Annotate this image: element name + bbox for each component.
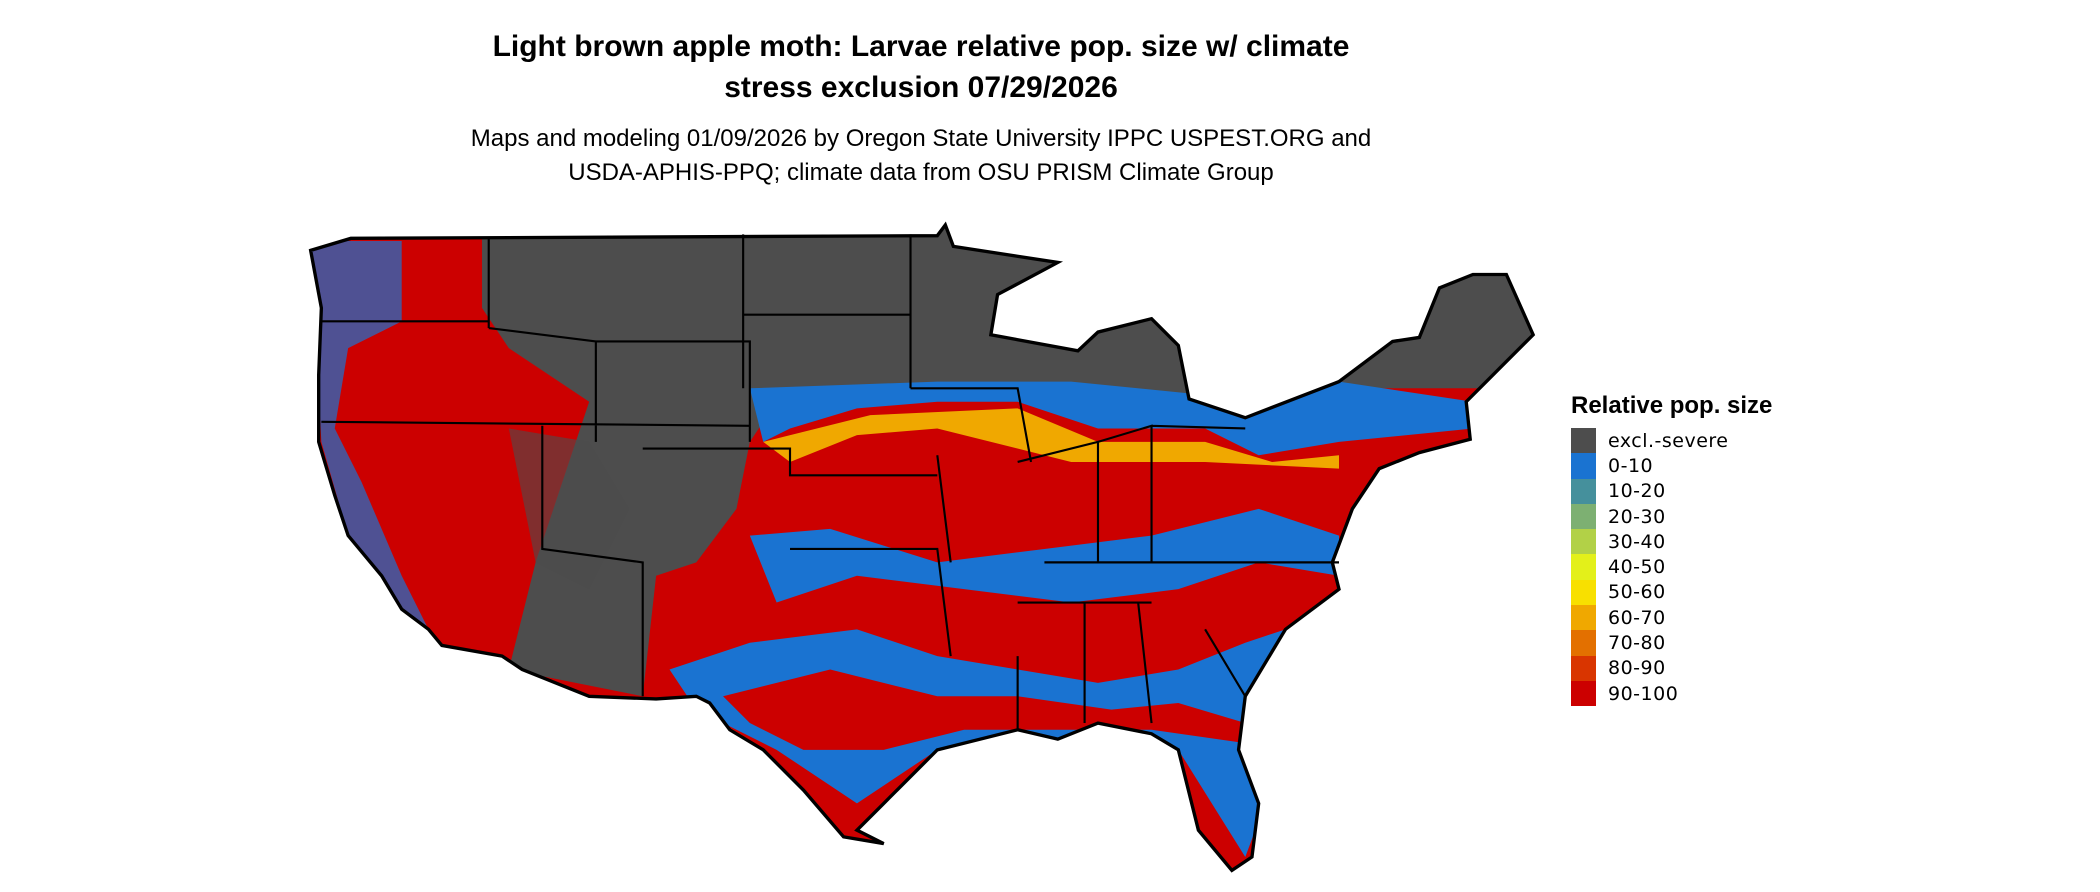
legend-swatch [1571, 655, 1596, 681]
map-subtitle: Maps and modeling 01/09/2026 by Oregon S… [321, 122, 1521, 190]
legend-item: 20-30 [1571, 503, 1772, 530]
legend-label: 50-60 [1608, 581, 1666, 604]
legend-item: 60-70 [1571, 605, 1772, 631]
legend-label: 90-100 [1608, 682, 1679, 705]
state-borders [308, 223, 1535, 873]
legend-item: 50-60 [1571, 579, 1772, 606]
zone-0-10-west [310, 241, 429, 630]
legend-items: excl.-severe 0-10 10-20 20-30 30-40 40-50 50-6… [1571, 428, 1772, 707]
legend-item: 70-80 [1571, 630, 1772, 656]
title-line-1: Light brown apple moth: Larvae relative … [492, 30, 1350, 63]
map-fill [310, 224, 1534, 871]
legend-item: 30-40 [1571, 529, 1772, 555]
legend-label: 20-30 [1608, 505, 1666, 528]
zone-excluded-west [508, 428, 630, 590]
legend-label: 70-80 [1608, 632, 1666, 655]
subtitle-line-1: Maps and modeling 01/09/2026 by Oregon S… [470, 125, 1372, 152]
zone-0-10-mid [749, 508, 1339, 603]
legend: Relative pop. size excl.-severe 0-10 10-20… [1571, 392, 1773, 707]
zone-60-70 [763, 408, 1339, 469]
legend-swatch [1571, 478, 1596, 504]
legend-label: 10-20 [1608, 480, 1666, 503]
legend-label: 80-90 [1608, 657, 1666, 680]
legend-swatch [1571, 579, 1596, 606]
legend-title: Relative pop. size [1571, 392, 1773, 419]
legend-swatch [1571, 428, 1596, 454]
legend-swatch [1571, 453, 1596, 479]
title-line-2: stress exclusion 07/29/2026 [724, 71, 1118, 104]
legend-swatch [1571, 680, 1596, 707]
legend-label: excl.-severe [1608, 429, 1729, 452]
legend-swatch [1571, 605, 1596, 631]
map-title: Light brown apple moth: Larvae relative … [321, 26, 1521, 108]
legend-item: 90-100 [1571, 680, 1772, 707]
subtitle-line-2: USDA-APHIS-PPQ; climate data from OSU PR… [568, 159, 1274, 186]
legend-item: 80-90 [1571, 655, 1772, 681]
legend-swatch [1571, 529, 1596, 555]
legend-label: 60-70 [1608, 606, 1666, 629]
legend-label: 0-10 [1608, 454, 1654, 477]
legend-swatch [1571, 503, 1596, 530]
legend-item: excl.-severe [1571, 428, 1772, 454]
legend-item: 40-50 [1571, 554, 1772, 580]
legend-item: 0-10 [1571, 453, 1772, 479]
legend-swatch [1571, 554, 1596, 580]
legend-label: 30-40 [1608, 530, 1666, 553]
legend-item: 10-20 [1571, 478, 1772, 504]
legend-label: 40-50 [1608, 556, 1666, 579]
legend-swatch [1571, 630, 1596, 656]
